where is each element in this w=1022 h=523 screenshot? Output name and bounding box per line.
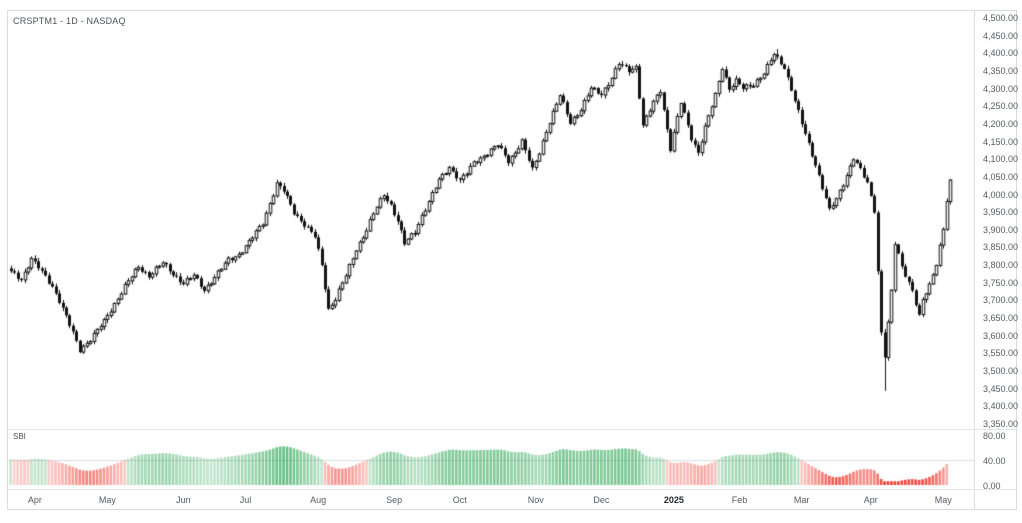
price-tick-label: 3,750.00 [983,277,1019,288]
symbol-legend[interactable]: CRSPTM1 - 1D - NASDAQ [13,16,126,26]
price-tick-label: 3,500.00 [983,366,1019,377]
time-tick-label: Jun [176,495,191,505]
price-axis[interactable]: 4,500.00 4,450.00 4,400.00 4,350.00 4,300.00… [976,11,1019,489]
price-tick-label: 4,300.00 [983,83,1019,94]
indicator-tick-label: 80.00 [983,431,1006,441]
time-tick-label: Apr [27,495,42,505]
price-tick-label: 4,350.00 [983,65,1019,76]
time-tick-label: Sep [386,495,403,505]
time-tick-label: May [98,495,116,505]
price-tick-label: 4,150.00 [983,136,1019,147]
price-tick-label: 3,350.00 [983,418,1019,429]
time-tick-label: Oct [452,495,467,505]
price-tick-label: 4,100.00 [983,154,1019,165]
price-tick-label: 3,600.00 [983,330,1019,341]
price-tick-label: 4,500.00 [983,13,1019,23]
price-tick-label: 3,900.00 [983,224,1019,235]
price-tick-label: 3,400.00 [983,401,1019,412]
price-tick-label: 3,550.00 [983,348,1019,359]
time-tick-label: Jul [239,495,252,505]
price-tick-label: 3,450.00 [983,383,1019,394]
price-chart-canvas[interactable] [9,11,975,509]
price-indicator-panel-separator [8,429,1016,430]
price-tick-label: 3,700.00 [983,295,1019,306]
price-tick-label: 4,400.00 [983,48,1019,59]
indicator-axis[interactable]: 80.00 40.00 0.00 [976,429,1016,491]
symbol-legend-text: CRSPTM1 - 1D - NASDAQ [13,16,126,26]
price-tick-label: 4,250.00 [983,101,1019,112]
time-tick-label: 2025 [663,495,684,505]
price-tick-label: 4,000.00 [983,189,1019,200]
time-tick-label: Aug [310,495,327,505]
indicator-legend[interactable]: SBI [13,432,26,441]
price-tick-label: 4,050.00 [983,171,1019,182]
time-axis-separator [8,489,1016,490]
price-axis-separator [974,11,975,509]
time-axis[interactable]: Apr May Jun Jul Aug Sep Oct Nov Dec 2025 Feb Mar Apr… [8,489,975,509]
chart-widget: CRSPTM1 - 1D - NASDAQ SBI 4,500.00 4,450.… [7,10,1019,510]
time-tick-label: Feb [731,495,748,505]
indicator-tick-label: 0.00 [983,481,1001,491]
time-tick-label: Nov [527,495,544,505]
price-tick-label: 3,800.00 [983,260,1019,271]
price-tick-label: 3,950.00 [983,207,1019,218]
price-tick-label: 4,450.00 [983,30,1019,41]
price-tick-label: 3,650.00 [983,313,1019,324]
time-tick-label: Mar [793,495,810,505]
price-tick-label: 4,200.00 [983,118,1019,129]
time-tick-label: Apr [863,495,878,505]
time-tick-label: May [934,495,952,505]
indicator-legend-text: SBI [13,432,26,441]
price-tick-label: 3,850.00 [983,242,1019,253]
time-tick-label: Dec [593,495,610,505]
indicator-tick-label: 40.00 [983,456,1006,466]
